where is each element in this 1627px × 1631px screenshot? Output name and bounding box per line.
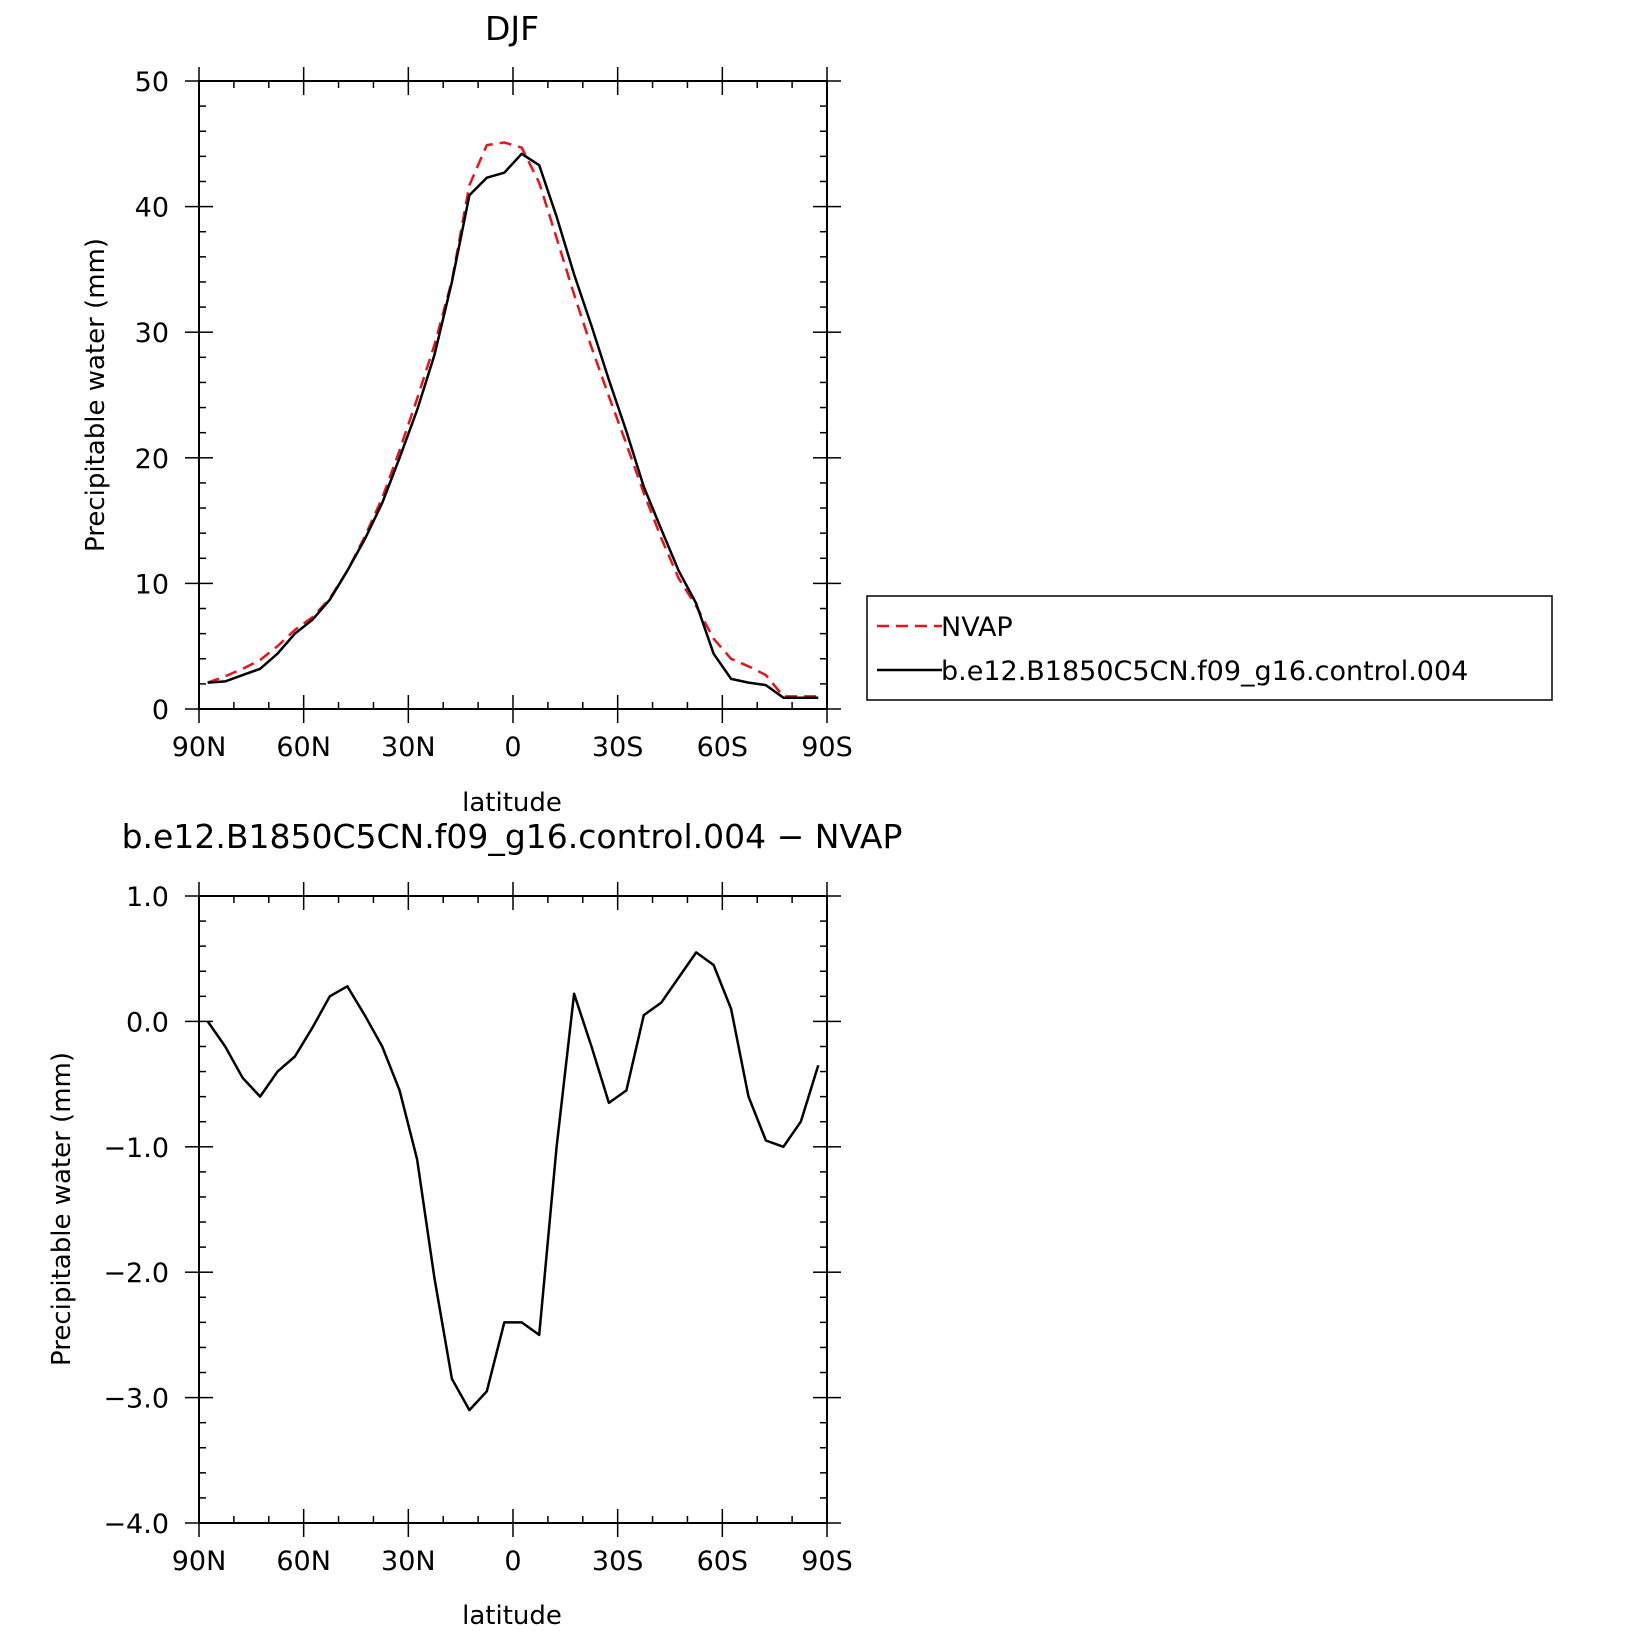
y-tick-label: 0: [152, 695, 169, 726]
plot-frame: [198, 80, 828, 710]
x-tick-label: 60N: [276, 732, 331, 763]
x-tick-label: 90S: [801, 732, 853, 763]
y-tick-label: 30: [135, 318, 169, 349]
y-tick-label: 20: [135, 444, 169, 475]
y-tick-label: 0.0: [126, 1007, 169, 1038]
x-axis-label: latitude: [462, 788, 562, 818]
x-tick-label: 90N: [172, 1546, 227, 1577]
x-tick-label: 0: [504, 1546, 521, 1577]
x-tick-label: 60N: [276, 1546, 331, 1577]
x-tick-label: 30S: [592, 1546, 644, 1577]
y-tick-label: 50: [135, 67, 169, 98]
chart-title: DJF: [485, 9, 539, 48]
series-line-nvap: [207, 141, 819, 698]
y-tick-label: −3.0: [103, 1384, 169, 1415]
x-tick-label: 30N: [381, 1546, 436, 1577]
x-tick-label: 30N: [381, 732, 436, 763]
x-tick-label: 60S: [697, 1546, 749, 1577]
x-tick-label: 60S: [697, 732, 749, 763]
y-tick-label: −4.0: [103, 1509, 169, 1540]
legend-label-nvap: NVAP: [941, 612, 1013, 643]
x-tick-label: 30S: [592, 732, 644, 763]
y-axis-label: Precipitable water (mm): [81, 238, 111, 552]
y-tick-label: 40: [135, 193, 169, 224]
legend-label-model: b.e12.B1850C5CN.f09_g16.control.004: [941, 656, 1468, 687]
y-axis-label: Precipitable water (mm): [47, 1052, 77, 1366]
x-axis-label: latitude: [462, 1601, 562, 1631]
top-panel: DJF 90N 60N 30N 0 30S 60S 90S 0 10 20 30 40 50 latit…: [81, 9, 853, 818]
x-tick-label: 90N: [172, 732, 227, 763]
legend: NVAP b.e12.B1850C5CN.f09_g16.control.004: [866, 595, 1553, 701]
series-line-model: [207, 152, 819, 699]
y-tick-label: 1.0: [126, 882, 169, 913]
x-tick-label: 0: [504, 732, 521, 763]
y-tick-label: −2.0: [103, 1258, 169, 1289]
y-tick-label: −1.0: [103, 1133, 169, 1164]
x-tick-label: 90S: [801, 1546, 853, 1577]
legend-box: [866, 595, 1553, 701]
bottom-panel: b.e12.B1850C5CN.f09_g16.control.004 − NV…: [47, 817, 902, 1631]
chart-title: b.e12.B1850C5CN.f09_g16.control.004 − NV…: [122, 817, 903, 856]
y-tick-label: 10: [135, 569, 169, 600]
series-line-model: [206, 951, 820, 1412]
plot-frame: [198, 895, 828, 1524]
